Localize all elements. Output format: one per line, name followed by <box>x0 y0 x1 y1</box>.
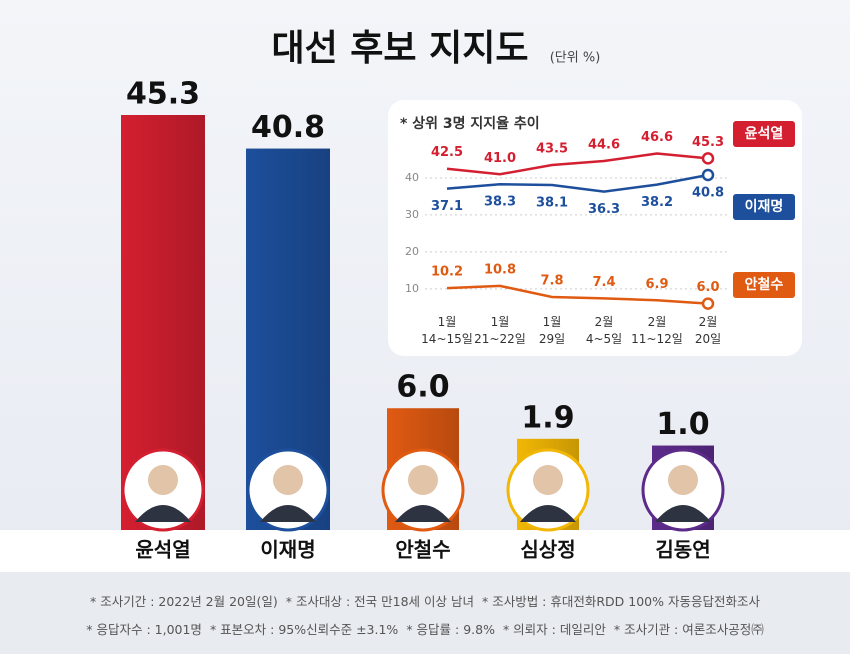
legend-label: 윤석열 <box>745 125 784 142</box>
value-label: 45.3 <box>126 77 200 112</box>
note-item: * 조사기간 : 2022년 2월 20일(일) <box>90 594 278 609</box>
series-line <box>446 173 709 193</box>
photo-head <box>668 465 698 495</box>
chart-title: 대선 후보 지지도 <box>272 28 529 69</box>
photo-body <box>655 505 711 522</box>
legend-label: 이재명 <box>745 198 784 215</box>
photo-body <box>520 505 576 522</box>
category-label: 심상정 <box>520 538 575 562</box>
note-line: * 응답자수 : 1,001명 * 표본오차 : 95%신뢰수준 ±3.1% * 응… <box>86 622 764 637</box>
end-marker <box>701 152 715 165</box>
value-label: 6.0 <box>396 370 449 405</box>
value-label: 1.9 <box>521 400 574 435</box>
x-tick-label: 2월 4~5일 <box>586 315 622 346</box>
legend-box <box>733 121 795 147</box>
note-item: * 조사방법 : 휴대전화RDD 100% 자동응답전화조사 <box>482 594 761 609</box>
inset-panel <box>388 100 802 356</box>
photo-body <box>395 505 451 522</box>
data-label: 42.5 <box>431 145 463 160</box>
legend-box <box>733 194 795 220</box>
name-band <box>0 530 850 572</box>
end-marker <box>701 297 715 310</box>
photo-body <box>135 505 191 522</box>
data-label: 37.1 <box>431 199 463 214</box>
data-label: 6.0 <box>696 280 719 295</box>
note-item: * 의뢰자 : 데일리안 <box>503 622 606 637</box>
notes: * 조사기간 : 2022년 2월 20일(일) * 조사대상 : 전국 만18세… <box>86 594 764 637</box>
legend-label: 안철수 <box>745 276 784 293</box>
y-tick-label: 10 <box>405 282 419 295</box>
data-label: 10.2 <box>431 265 463 280</box>
y-tick-label: 40 <box>405 171 419 184</box>
data-label: 46.6 <box>641 130 673 145</box>
category-label: 윤석열 <box>135 538 190 562</box>
y-tick-label: 30 <box>405 208 419 221</box>
value-label: 1.0 <box>656 407 709 442</box>
data-label: 7.4 <box>592 275 615 290</box>
data-label: 7.8 <box>540 273 563 288</box>
photo-head <box>533 465 563 495</box>
x-tick-label: 2월 11~12일 <box>631 315 683 346</box>
data-label: 38.2 <box>641 195 673 210</box>
series-line <box>446 284 709 305</box>
data-label: 6.9 <box>645 277 668 292</box>
data-label: 38.1 <box>536 195 568 210</box>
data-label: 10.8 <box>484 262 516 277</box>
x-tick-label: 1월 14~15일 <box>421 315 473 346</box>
series-line <box>446 152 709 176</box>
note-item: * 응답률 : 9.8% <box>406 622 495 637</box>
legend-box <box>733 272 795 298</box>
note-item: * 조사대상 : 전국 만18세 이상 남녀 <box>286 594 474 609</box>
note-item: * 응답자수 : 1,001명 <box>86 622 202 637</box>
data-label: 45.3 <box>692 135 724 150</box>
x-tick-label: 1월 21~22일 <box>474 315 526 346</box>
category-label: 김동연 <box>655 538 710 562</box>
photo-body <box>260 505 316 522</box>
category-label: 안철수 <box>395 538 450 562</box>
x-tick-label: 2월 20일 <box>695 315 721 346</box>
footer-band <box>0 572 850 654</box>
photo-head <box>273 465 303 495</box>
y-tick-label: 20 <box>405 245 419 258</box>
value-label: 40.8 <box>251 110 325 145</box>
data-label: 41.0 <box>484 151 516 166</box>
data-label: 40.8 <box>692 186 724 201</box>
data-label: 43.5 <box>536 142 568 157</box>
photo-head <box>148 465 178 495</box>
note-item: * 표본오차 : 95%신뢰수준 ±3.1% <box>210 622 398 637</box>
data-label: 44.6 <box>588 137 620 152</box>
note-item: * 조사기관 : 여론조사공정㈜ <box>614 622 764 637</box>
note-line: * 조사기간 : 2022년 2월 20일(일) * 조사대상 : 전국 만18세… <box>90 594 760 609</box>
x-tick-label: 1월 29일 <box>539 315 565 346</box>
end-marker <box>701 168 715 182</box>
data-label: 36.3 <box>588 202 620 217</box>
category-label: 이재명 <box>260 538 315 562</box>
data-label: 38.3 <box>484 195 516 210</box>
chart-subtitle: (단위 %) <box>550 51 601 66</box>
inset-title: * 상위 3명 지지율 추이 <box>400 115 540 132</box>
photo-head <box>408 465 438 495</box>
